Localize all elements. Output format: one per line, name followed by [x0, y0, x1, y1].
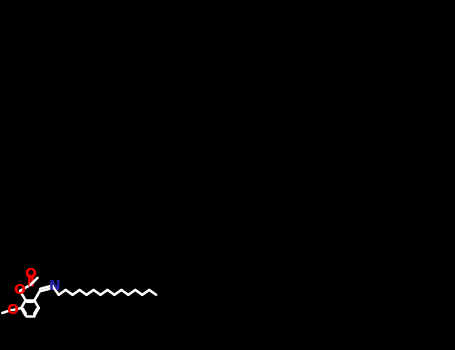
Text: O: O — [25, 267, 36, 281]
Text: O: O — [6, 303, 18, 317]
Text: N: N — [49, 279, 60, 293]
Text: O: O — [14, 283, 25, 297]
